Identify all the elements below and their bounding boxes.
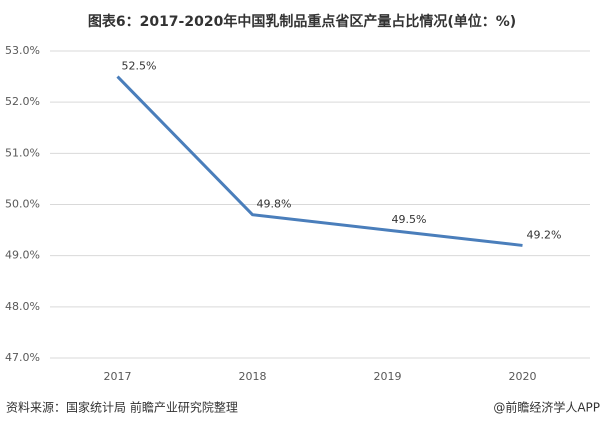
data-line <box>116 75 523 247</box>
data-label: 52.5% <box>122 60 157 73</box>
y-tick-label: 52.0% <box>5 95 40 108</box>
source: 资料来源：国家统计局 前瞻产业研究院整理 <box>6 400 238 415</box>
chart-title: 图表6：2017-2020年中国乳制品重点省区产量占比情况(单位：%) <box>88 13 516 30</box>
y-tick-label: 48.0% <box>5 300 40 313</box>
data-label: 49.8% <box>257 198 292 211</box>
y-tick-label: 49.0% <box>5 249 40 262</box>
y-tick-label: 47.0% <box>5 351 40 364</box>
x-tick-label: 2017 <box>104 370 132 383</box>
y-tick-label: 51.0% <box>5 146 40 159</box>
x-tick-label: 2019 <box>374 370 402 383</box>
data-label: 49.2% <box>527 228 562 241</box>
x-tick-label: 2020 <box>509 370 537 383</box>
data-label: 49.5% <box>392 213 427 226</box>
credit: @前瞻经济学人APP <box>493 400 600 415</box>
y-tick-label: 53.0% <box>5 44 40 57</box>
x-tick-label: 2018 <box>239 370 267 383</box>
y-tick-label: 50.0% <box>5 198 40 211</box>
